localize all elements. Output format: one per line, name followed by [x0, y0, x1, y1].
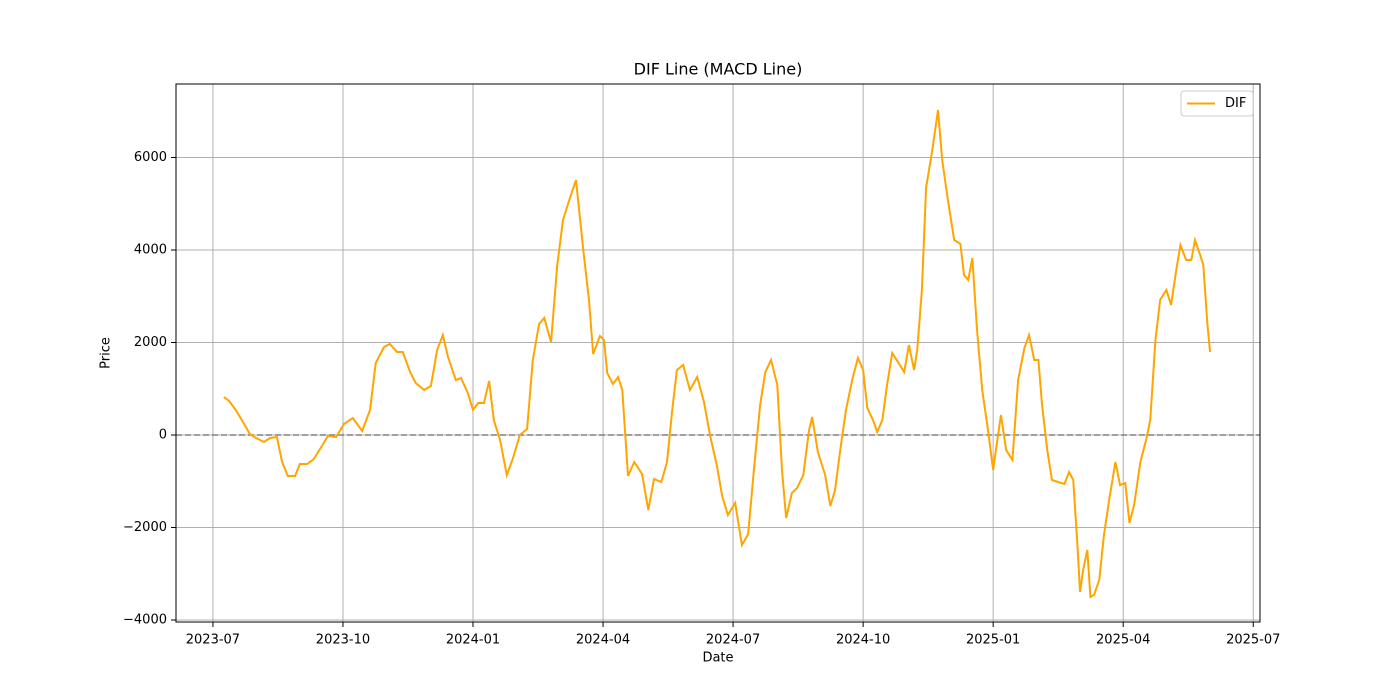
x-tick-label: 2024-07	[706, 633, 760, 648]
x-tick-label: 2025-01	[966, 633, 1020, 648]
y-tick-label: 0	[159, 428, 167, 443]
x-tick-label: 2025-04	[1096, 633, 1150, 648]
x-tick-label: 2023-10	[316, 633, 370, 648]
chart-title: DIF Line (MACD Line)	[634, 60, 803, 79]
x-tick-label: 2024-01	[446, 633, 500, 648]
y-tick-label: 6000	[134, 150, 167, 165]
x-tick-label: 2024-04	[576, 633, 630, 648]
y-axis-label: Price	[99, 337, 114, 369]
y-tick-label: 4000	[134, 242, 167, 257]
y-tick-label: 2000	[134, 335, 167, 350]
y-tick-label: −2000	[123, 520, 167, 535]
x-axis-label: Date	[702, 651, 733, 666]
plot-frame	[175, 83, 1261, 623]
x-tick-label: 2025-07	[1226, 633, 1280, 648]
legend-label: DIF	[1225, 96, 1246, 111]
x-tick-label: 2023-07	[186, 633, 240, 648]
data-line	[223, 109, 1212, 599]
legend-box	[1180, 90, 1254, 117]
x-tick-label: 2024-10	[836, 633, 890, 648]
y-tick-label: −4000	[123, 613, 167, 628]
